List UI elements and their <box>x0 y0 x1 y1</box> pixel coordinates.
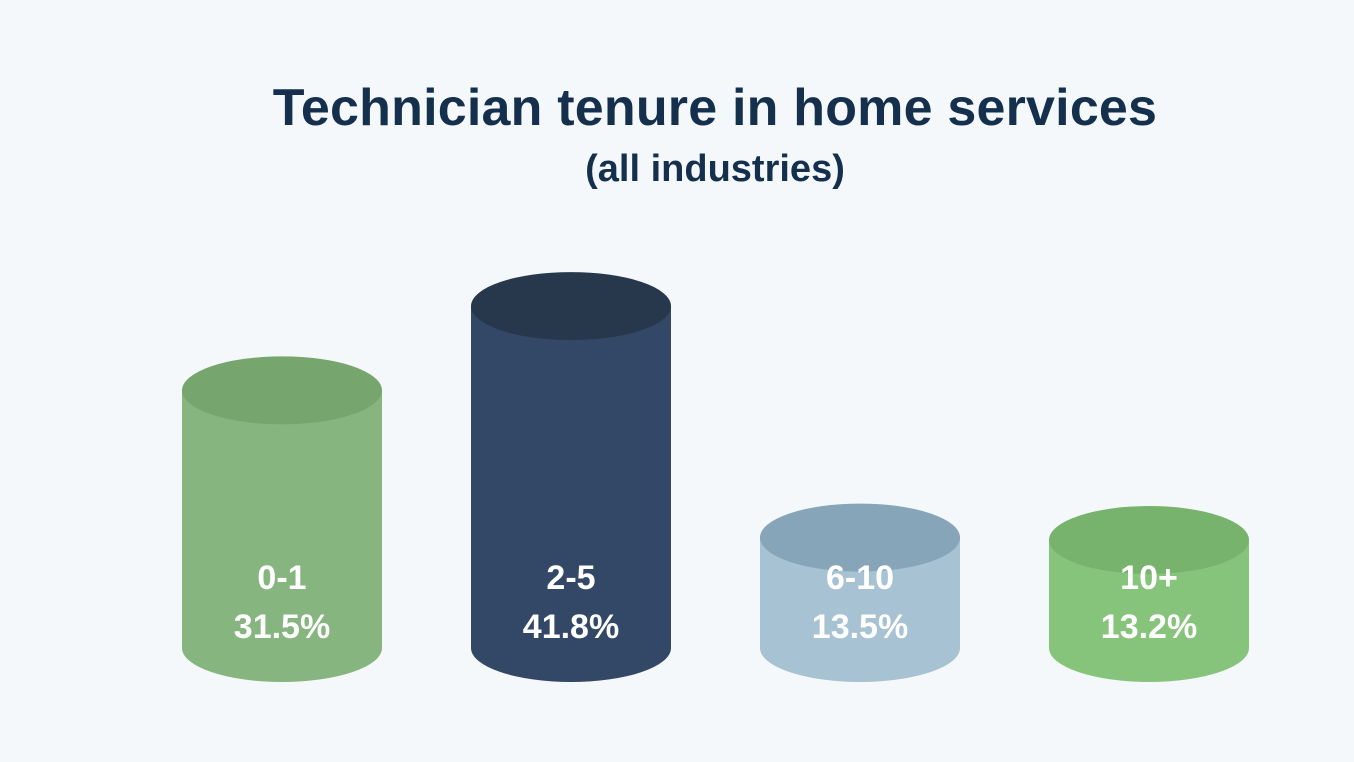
value-label: 41.8% <box>523 608 619 646</box>
chart-title: Technician tenure in home services <box>272 79 1158 137</box>
bar-top <box>182 356 382 425</box>
bar-body <box>471 306 671 682</box>
category-label: 10+ <box>1120 559 1178 597</box>
category-label: 6-10 <box>826 559 894 597</box>
bar-body <box>182 390 382 682</box>
bar-body <box>1049 540 1249 682</box>
bar-top <box>760 503 960 572</box>
value-label: 13.5% <box>812 608 908 646</box>
category-label: 2-5 <box>546 559 595 597</box>
category-label: 0-1 <box>257 559 306 597</box>
value-label: 13.2% <box>1101 608 1197 646</box>
bar-top <box>1049 506 1249 575</box>
bar-10+: 10+ 13.2% <box>1049 506 1249 682</box>
value-label: 31.5% <box>234 608 330 646</box>
chart-subtitle: (all industries) <box>585 148 845 190</box>
bar-top <box>471 272 671 341</box>
bar-0-1: 0-1 31.5% <box>182 356 382 682</box>
bar-6-10: 6-10 13.5% <box>760 503 960 682</box>
bar-body <box>760 537 960 682</box>
bar-2-5: 2-5 41.8% <box>471 272 671 682</box>
